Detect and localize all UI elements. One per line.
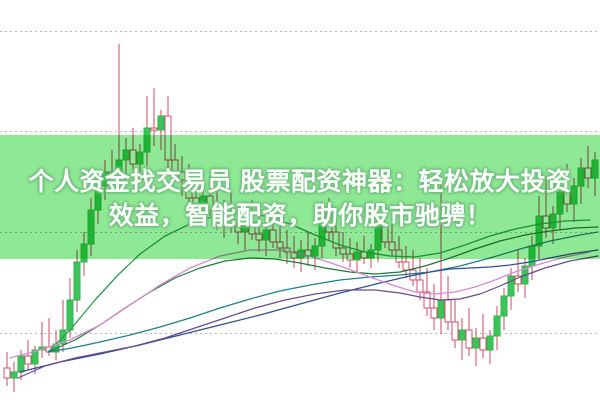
candle-body-down [381, 223, 389, 243]
candle-body-up [486, 335, 494, 351]
candle-body-down [276, 241, 284, 249]
candle-body-up [220, 211, 228, 223]
candle-body-down [465, 329, 473, 349]
candle-body-up [556, 191, 564, 215]
candle-body-down [234, 225, 242, 233]
candle-body-up [66, 299, 74, 331]
candle-body-up [528, 245, 536, 267]
candle-body-up [17, 355, 25, 373]
candle-body-down [563, 191, 571, 205]
candle-body-down [24, 355, 32, 365]
candle-body-down [185, 179, 193, 199]
candle-body-up [493, 315, 501, 337]
candle-body-down [150, 127, 158, 131]
candle-body-up [101, 171, 109, 187]
candle-body-down [514, 275, 522, 285]
candle-body-down [171, 159, 179, 173]
candle-body-up [353, 251, 361, 261]
candle-body-down [325, 213, 333, 233]
candle-body-down [164, 115, 172, 161]
candle-body-up [31, 349, 39, 365]
candle-body-down [3, 367, 11, 379]
candle-body-down [129, 149, 137, 165]
candle-body-up [241, 221, 249, 233]
ma-line-MA-magenta [9, 249, 591, 359]
candle-body-up [87, 209, 95, 245]
candle-body-up [535, 215, 543, 247]
candle-body-down [178, 171, 186, 181]
candle-body-down [451, 321, 459, 341]
candle-body-down [206, 195, 214, 211]
candle-body-up [500, 295, 508, 317]
candle-body-down [339, 247, 347, 255]
candle-body-up [115, 159, 123, 179]
candle-body-up [472, 337, 480, 349]
candle-body-up [199, 195, 207, 207]
candle-body-up [143, 127, 151, 153]
candle-body-down [430, 307, 438, 319]
candle-body-down [360, 251, 368, 259]
candle-body-down [332, 231, 340, 249]
candle-body-down [423, 291, 431, 309]
candle-body-down [479, 337, 487, 351]
ma-line-MA-purple [17, 255, 599, 379]
candle-body-down [269, 229, 277, 243]
candle-body-up [311, 245, 319, 257]
candle-body-up [318, 213, 326, 247]
candle-body-up [507, 275, 515, 297]
candle-body-up [374, 223, 382, 251]
candle-body-down [542, 215, 550, 229]
candle-body-up [458, 329, 466, 341]
candle-body-up [262, 229, 270, 241]
candle-body-up [577, 167, 585, 187]
candle-body-down [255, 233, 263, 241]
candle-body-up [122, 149, 130, 161]
candle-body-down [402, 261, 410, 271]
candle-body-down [192, 197, 200, 207]
candle-body-up [591, 159, 599, 179]
candle-body-up [73, 261, 81, 301]
candle-body-up [136, 151, 144, 165]
candle-body-down [388, 241, 396, 251]
candle-body-up [570, 185, 578, 205]
candle-body-down [248, 221, 256, 235]
candle-body-up [549, 213, 557, 229]
candle-body-down [108, 171, 116, 179]
candle-body-down [416, 279, 424, 293]
candle-body-down [584, 167, 592, 179]
candle-body-down [346, 253, 354, 261]
candle-body-up [157, 115, 165, 131]
candle-body-up [10, 371, 18, 379]
candle-body-up [80, 243, 88, 263]
candle-body-down [444, 299, 452, 323]
candle-body-up [367, 249, 375, 259]
candle-body-up [437, 299, 445, 319]
candle-body-up [94, 185, 102, 211]
